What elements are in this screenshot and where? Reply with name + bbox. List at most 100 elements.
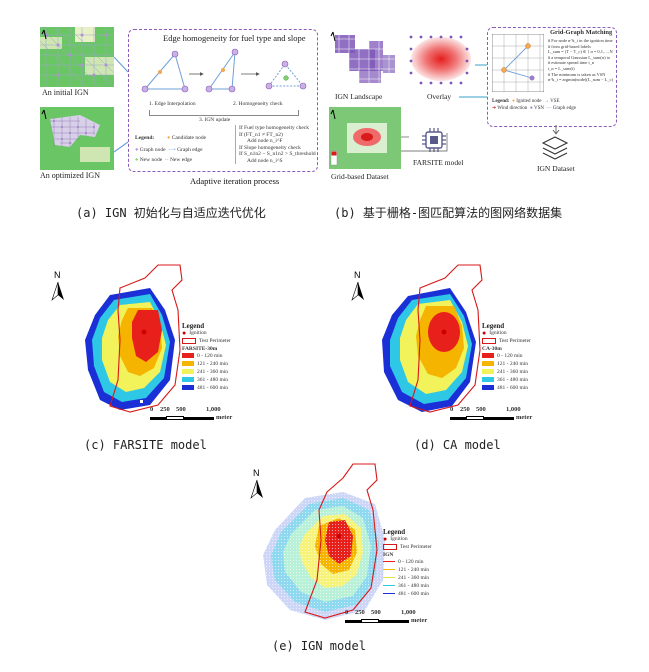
caption-b: (b) 基于栅格-图匹配算法的图网络数据集 bbox=[334, 206, 563, 220]
vse-icon: → bbox=[543, 99, 549, 104]
legend-class: 241 - 360 min bbox=[182, 369, 262, 376]
adaptive-iteration-box: Edge homogeneity for fuel type and slope… bbox=[128, 29, 318, 172]
scale-unit: meter bbox=[216, 414, 233, 421]
scale-tick: 250 bbox=[460, 406, 470, 413]
panel-a: An initial IGN An optimized IGN Edge hom… bbox=[40, 27, 325, 192]
series-title: IGN bbox=[383, 552, 394, 558]
grid-graph-matching-box: Grid-Graph Matching # For node n^k_i in … bbox=[487, 27, 617, 127]
initial-ign-label: An initial IGN bbox=[42, 88, 89, 97]
series-title: CA-30m bbox=[482, 346, 502, 352]
series-title: FARSITE-30m bbox=[182, 346, 218, 352]
legend-class: 481 - 600 min bbox=[482, 385, 562, 392]
edge-homogeneity-title: Edge homogeneity for fuel type and slope bbox=[163, 33, 306, 43]
legend-title: Legend bbox=[383, 528, 406, 536]
condition-line: If Fuel type homogeneity check bbox=[239, 125, 309, 131]
legend-b-row-1: Legend: ● Ignited node → VSE bbox=[492, 99, 560, 104]
scale-tick: 1,000 bbox=[506, 406, 521, 413]
caption-a: (a) IGN 初始化与自适应迭代优化 bbox=[76, 206, 266, 220]
algorithm-line: n^k_i = argmin(node)(L_sum − L_c) bbox=[548, 77, 613, 83]
panel-b: IGN Landscape Overlay Grid-based Dataset bbox=[329, 27, 619, 192]
perimeter-swatch bbox=[383, 544, 397, 551]
class-swatch bbox=[482, 385, 494, 391]
legend-class: 481 - 600 min bbox=[383, 591, 473, 598]
algorithm-line: t_n = L_sum(t) bbox=[548, 65, 575, 71]
condition-line: Add node n_i^S bbox=[247, 157, 283, 164]
legend-perimeter: Test Perimeter bbox=[482, 338, 562, 345]
north-label: N bbox=[354, 270, 361, 280]
graph-edge-icon: —• bbox=[168, 147, 176, 153]
ignition-icon: ● bbox=[182, 329, 187, 337]
legend-class: 0 - 120 min bbox=[182, 353, 262, 360]
fire-map-c: N bbox=[51, 264, 183, 413]
legend-ignition: ● Ignition bbox=[482, 329, 507, 337]
scale-tick: 0 bbox=[150, 406, 154, 413]
optimized-ign-image bbox=[40, 107, 114, 170]
algorithm-line: L_sum = (T − T_c) ∈ { α = 0,1,…,N bbox=[548, 49, 613, 55]
caption-d: (d) CA model bbox=[414, 438, 501, 452]
legend-graph: ● Graph node —• Graph edge bbox=[135, 147, 203, 153]
ignition-icon: ● bbox=[482, 329, 487, 337]
scale-tick: 1,000 bbox=[206, 406, 221, 413]
legend-class: 0 - 120 min bbox=[383, 559, 473, 566]
condition-line: If S_n1n2 − S_n1n2 > S_threshold bbox=[239, 151, 316, 157]
scale-tick: 500 bbox=[371, 609, 381, 616]
connector-lines bbox=[401, 64, 487, 152]
legend-b-row-2: ➜ Wind direction ● VSN — Graph edge bbox=[492, 106, 576, 111]
scale-tick: 500 bbox=[476, 406, 486, 413]
map-panel-d: N Legend ● Ignition Test Perimeter CA-30m… bbox=[340, 260, 595, 428]
ignition-icon: ● bbox=[383, 535, 388, 543]
perimeter-swatch bbox=[182, 338, 196, 345]
legend-class: 361 - 480 min bbox=[482, 377, 562, 384]
edge-homogeneity-diagram bbox=[141, 48, 307, 93]
condition-line: If (FT_n1 ≠ FT_n2) bbox=[239, 131, 283, 138]
new-node-icon: ● bbox=[135, 156, 139, 163]
layers-icon bbox=[541, 136, 569, 160]
ignited-node-icon: ● bbox=[512, 99, 516, 104]
fire-map-d: N bbox=[351, 264, 483, 413]
scale-unit: meter bbox=[516, 414, 533, 421]
graph-edge-icon: — bbox=[546, 106, 552, 111]
north-label: N bbox=[54, 270, 61, 280]
legend-class: 241 - 360 min bbox=[482, 369, 562, 376]
class-swatch bbox=[383, 577, 395, 579]
legend-class: 241 - 360 min bbox=[383, 575, 473, 582]
step-3-label: 3. IGN update bbox=[199, 117, 231, 123]
class-swatch bbox=[182, 353, 194, 359]
class-swatch bbox=[182, 369, 194, 375]
matching-grid-diagram bbox=[492, 34, 544, 92]
legend-ignition: ● Ignition bbox=[182, 329, 207, 337]
legend-class: 361 - 480 min bbox=[383, 583, 473, 590]
wind-direction-icon: ➜ bbox=[492, 106, 497, 111]
down-arrow-icon bbox=[552, 125, 560, 135]
conditions-block: If Fuel type homogeneity check If (FT_n1… bbox=[235, 125, 319, 164]
class-swatch bbox=[383, 593, 395, 595]
vsn-icon: ● bbox=[529, 106, 533, 111]
step-2-label: 2. Homogeneity check bbox=[233, 101, 283, 107]
class-swatch bbox=[182, 377, 194, 383]
class-swatch bbox=[482, 369, 494, 375]
caption-e: (e) IGN model bbox=[272, 639, 366, 653]
legend-class: 121 - 240 min bbox=[182, 361, 262, 368]
class-swatch bbox=[383, 561, 395, 563]
caption-c: (c) FARSITE model bbox=[84, 438, 207, 452]
algorithm-line: # a temporal Gaussian L_sum(n) to bbox=[548, 54, 611, 60]
legend-new: ● New node -- New edge bbox=[135, 156, 193, 163]
class-swatch bbox=[482, 353, 494, 359]
legend-ignition: ● Ignition bbox=[383, 535, 408, 543]
legend-a: Legend: ● Candidate node ● Graph node —•… bbox=[135, 126, 233, 163]
legend-title: Legend bbox=[182, 322, 205, 330]
graph-node-icon: ● bbox=[135, 147, 139, 153]
north-arrow-icon bbox=[351, 281, 364, 301]
algorithm-line: # from grid-based labels bbox=[548, 43, 591, 49]
legend-class: 121 - 240 min bbox=[482, 361, 562, 368]
class-swatch bbox=[482, 377, 494, 383]
map-panel-c: N Legend ● Ignition Test Perimeter FARSIT… bbox=[40, 260, 295, 428]
scale-unit: meter bbox=[411, 617, 428, 624]
farsite-label: FARSITE model bbox=[413, 158, 464, 167]
class-swatch bbox=[182, 361, 194, 367]
overlay-label: Overlay bbox=[427, 92, 452, 101]
map-panel-e: N Legend ● Ignition Test Perimeter IGN 0 … bbox=[235, 460, 495, 630]
north-label: N bbox=[253, 468, 260, 478]
legend-class: 121 - 240 min bbox=[383, 567, 473, 574]
class-swatch bbox=[383, 569, 395, 571]
